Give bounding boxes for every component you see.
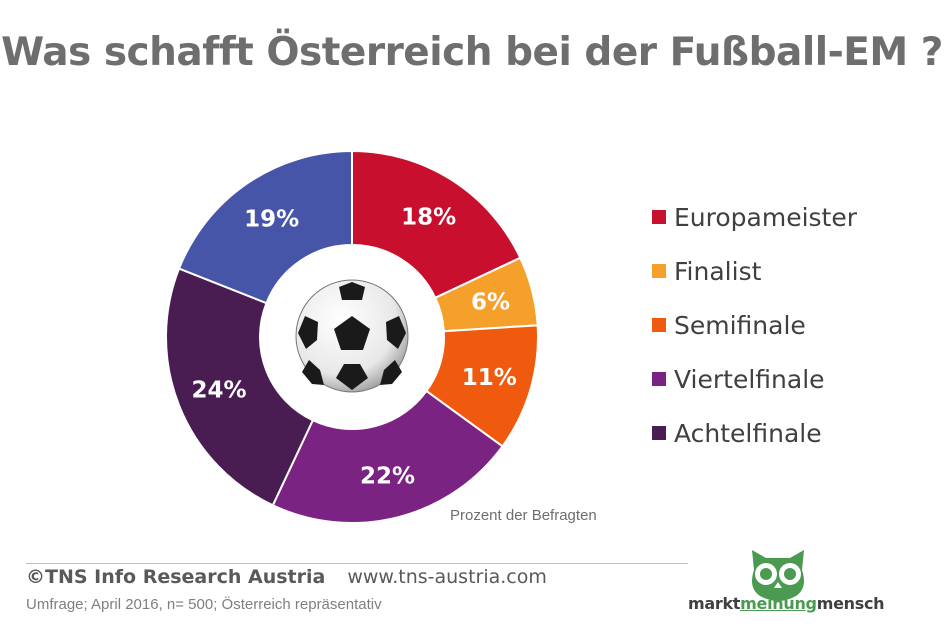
legend-item: Finalist — [652, 244, 857, 298]
chart-annotation: Prozent der Befragten — [450, 507, 597, 524]
slice-label-3: 11% — [462, 365, 517, 391]
soccer-ball-icon — [295, 279, 409, 393]
donut-slice-1 — [351, 149, 522, 300]
donut-slice-4 — [271, 389, 504, 524]
legend-item: Achtelfinale — [652, 406, 857, 460]
slice-label-2: 6% — [471, 289, 510, 315]
brand-part-1: markt — [688, 594, 741, 613]
donut-slices — [165, 149, 539, 524]
footer-source: ©TNS Info Research Austria www.tns-austri… — [26, 566, 547, 588]
owl-logo-icon — [752, 550, 804, 601]
footer-org: ©TNS Info Research Austria — [26, 566, 326, 588]
legend-label: Semifinale — [674, 310, 806, 340]
legend-swatch — [652, 372, 666, 386]
slice-label-6: 19% — [244, 207, 299, 233]
donut-slice-6 — [177, 149, 353, 305]
legend-swatch — [652, 426, 666, 440]
chart-title: Was schafft Österreich bei der Fußball-E… — [1, 30, 943, 75]
slice-label-1: 18% — [401, 204, 456, 230]
legend-label: Europameister — [674, 202, 858, 232]
brand-part-2: meinung — [740, 594, 817, 613]
slice-label-4: 22% — [360, 464, 415, 490]
legend-item: Viertelfinale — [652, 352, 857, 406]
brand-part-3: mensch — [816, 594, 885, 613]
legend-item: Europameister — [652, 190, 857, 244]
legend-label: Viertelfinale — [674, 364, 825, 394]
footer-divider — [26, 563, 688, 564]
legend-label: Finalist — [674, 256, 762, 286]
slice-labels: 18% 6% 11% 22% 24% 19% — [192, 204, 517, 489]
legend-swatch — [652, 210, 666, 224]
donut-slice-5 — [165, 267, 315, 507]
chart-legend: Europameister Finalist Semifinale Viertelfi… — [652, 190, 857, 460]
legend-item: Semifinale — [652, 298, 857, 352]
legend-label: Achtelfinale — [674, 418, 822, 448]
brand-wordmark: marktmeinungmensch — [688, 594, 885, 613]
footer-survey-note: Umfrage; April 2016, n= 500; Österreich … — [26, 596, 382, 613]
legend-swatch — [652, 318, 666, 332]
slice-label-5: 24% — [192, 378, 247, 404]
footer-url[interactable]: www.tns-austria.com — [347, 566, 547, 588]
legend-swatch — [652, 264, 666, 278]
